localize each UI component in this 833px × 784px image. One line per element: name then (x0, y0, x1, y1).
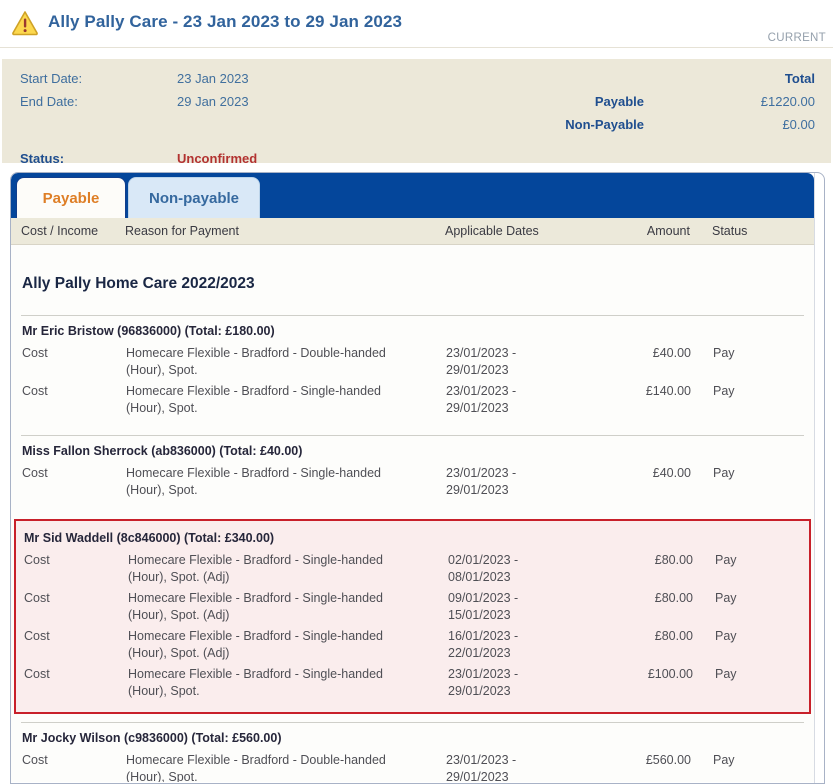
payment-reason: Homecare Flexible - Bradford - Single-ha… (128, 591, 383, 622)
page-title: Ally Pally Care - 23 Jan 2023 to 29 Jan … (48, 12, 403, 31)
payment-dates: 23/01/2023 - 29/01/2023 (446, 753, 517, 782)
summary-row: Start Date: 23 Jan 2023 Total (20, 71, 815, 94)
payment-amount: £80.00 (654, 629, 693, 643)
summary-row: End Date: 29 Jan 2023 Payable £1220.00 (20, 94, 815, 117)
payment-status: Pay (715, 591, 737, 605)
payment-reason: Homecare Flexible - Bradford - Single-ha… (126, 384, 381, 415)
payable-total-value: £1220.00 (760, 94, 815, 109)
payment-status: Pay (715, 553, 737, 567)
total-label: Total (784, 71, 815, 86)
page-header: Ally Pally Care - 23 Jan 2023 to 29 Jan … (0, 0, 833, 48)
column-status: Status (712, 224, 748, 238)
payment-dates: 23/01/2023 - 29/01/2023 (448, 667, 519, 698)
client-header: Mr Eric Bristow (96836000) (Total: £180.… (22, 324, 275, 338)
tab-payable[interactable]: Payable (16, 177, 126, 218)
payment-amount: £100.00 (647, 667, 693, 681)
payment-status: Pay (713, 384, 735, 398)
payments-scroll-area[interactable]: Ally Pally Home Care 2022/2023 Mr Eric B… (11, 245, 814, 782)
payment-status: Pay (713, 753, 735, 767)
summary-row: Status: Unconfirmed (20, 151, 815, 174)
status-label: Status: (20, 151, 65, 166)
payment-dates: 23/01/2023 - 29/01/2023 (446, 466, 517, 497)
tab-bar: Payable Non-payable (11, 173, 814, 218)
warning-triangle-icon (12, 11, 38, 36)
payment-status: Pay (715, 629, 737, 643)
payment-type: Cost (22, 346, 48, 360)
end-date-value: 29 Jan 2023 (177, 94, 249, 109)
non-payable-total-label: Non-Payable (565, 117, 644, 132)
payment-reason: Homecare Flexible - Bradford - Double-ha… (126, 346, 386, 377)
payment-status: Pay (713, 466, 735, 480)
client-group: Mr Jocky Wilson (c9836000) (Total: £560.… (21, 722, 804, 782)
payment-type: Cost (22, 753, 48, 767)
payment-row: Cost Homecare Flexible - Bradford - Singl… (23, 628, 802, 662)
non-payable-total-value: £0.00 (782, 117, 815, 132)
payment-dates: 23/01/2023 - 29/01/2023 (446, 346, 517, 377)
payment-row: Cost Homecare Flexible - Bradford - Singl… (23, 666, 802, 700)
payment-row: Cost Homecare Flexible - Bradford - Doubl… (21, 752, 804, 782)
start-date-label: Start Date: (20, 71, 83, 86)
panel-inner: Payable Non-payable Cost / Income Reason… (11, 173, 815, 783)
payment-dates: 09/01/2023 - 15/01/2023 (448, 591, 519, 622)
payment-dates: 23/01/2023 - 29/01/2023 (446, 384, 517, 415)
tab-non-payable[interactable]: Non-payable (128, 177, 260, 218)
payment-row: Cost Homecare Flexible - Bradford - Singl… (23, 590, 802, 624)
payment-reason: Homecare Flexible - Bradford - Single-ha… (128, 667, 383, 698)
payments-list: Mr Eric Bristow (96836000) (Total: £180.… (14, 315, 811, 782)
column-applicable-dates: Applicable Dates (445, 224, 539, 238)
client-group-highlighted: Mr Sid Waddell (8c846000) (Total: £340.0… (14, 519, 811, 714)
summary-row: Non-Payable £0.00 (20, 117, 815, 140)
tab-payable-label: Payable (42, 189, 100, 207)
payments-panel: Payable Non-payable Cost / Income Reason… (10, 172, 825, 784)
status-value: Unconfirmed (177, 151, 258, 166)
column-amount: Amount (646, 224, 690, 238)
column-header-row: Cost / Income Reason for Payment Applica… (11, 218, 814, 245)
end-date-label: End Date: (20, 94, 78, 109)
start-date-value: 23 Jan 2023 (177, 71, 249, 86)
column-cost-income: Cost / Income (21, 224, 99, 238)
payment-row: Cost Homecare Flexible - Bradford - Singl… (21, 465, 804, 499)
payment-row: Cost Homecare Flexible - Bradford - Singl… (21, 383, 804, 417)
payment-row: Cost Homecare Flexible - Bradford - Singl… (23, 552, 802, 586)
payment-reason: Homecare Flexible - Bradford - Double-ha… (126, 753, 386, 782)
current-badge: CURRENT (767, 32, 826, 44)
client-header: Mr Sid Waddell (8c846000) (Total: £340.0… (24, 531, 275, 545)
tab-non-payable-label: Non-payable (148, 189, 239, 207)
payment-type: Cost (22, 384, 48, 398)
payment-status: Pay (713, 346, 735, 360)
payment-status: Pay (715, 667, 737, 681)
payment-amount: £40.00 (652, 346, 691, 360)
payment-type: Cost (24, 667, 50, 681)
payment-type: Cost (24, 629, 50, 643)
contract-section-title: Ally Pally Home Care 2022/2023 (22, 275, 255, 292)
payment-amount: £80.00 (654, 591, 693, 605)
column-reason: Reason for Payment (125, 224, 239, 238)
payment-type: Cost (24, 553, 50, 567)
payment-reason: Homecare Flexible - Bradford - Single-ha… (126, 466, 381, 497)
client-group: Miss Fallon Sherrock (ab836000) (Total: … (21, 435, 804, 517)
payment-amount: £560.00 (645, 753, 691, 767)
client-group: Mr Eric Bristow (96836000) (Total: £180.… (21, 315, 804, 435)
payment-amount: £80.00 (654, 553, 693, 567)
payment-reason: Homecare Flexible - Bradford - Single-ha… (128, 629, 383, 660)
payable-total-label: Payable (594, 94, 644, 109)
client-header: Mr Jocky Wilson (c9836000) (Total: £560.… (22, 731, 282, 745)
payment-type: Cost (24, 591, 50, 605)
payment-amount: £140.00 (645, 384, 691, 398)
payment-dates: 16/01/2023 - 22/01/2023 (448, 629, 519, 660)
summary-panel: Start Date: 23 Jan 2023 Total End Date: … (2, 59, 831, 166)
payment-row: Cost Homecare Flexible - Bradford - Doubl… (21, 345, 804, 379)
client-header: Miss Fallon Sherrock (ab836000) (Total: … (22, 444, 303, 458)
payment-dates: 02/01/2023 - 08/01/2023 (448, 553, 519, 584)
payment-type: Cost (22, 466, 48, 480)
payment-reason: Homecare Flexible - Bradford - Single-ha… (128, 553, 383, 584)
payment-amount: £40.00 (652, 466, 691, 480)
